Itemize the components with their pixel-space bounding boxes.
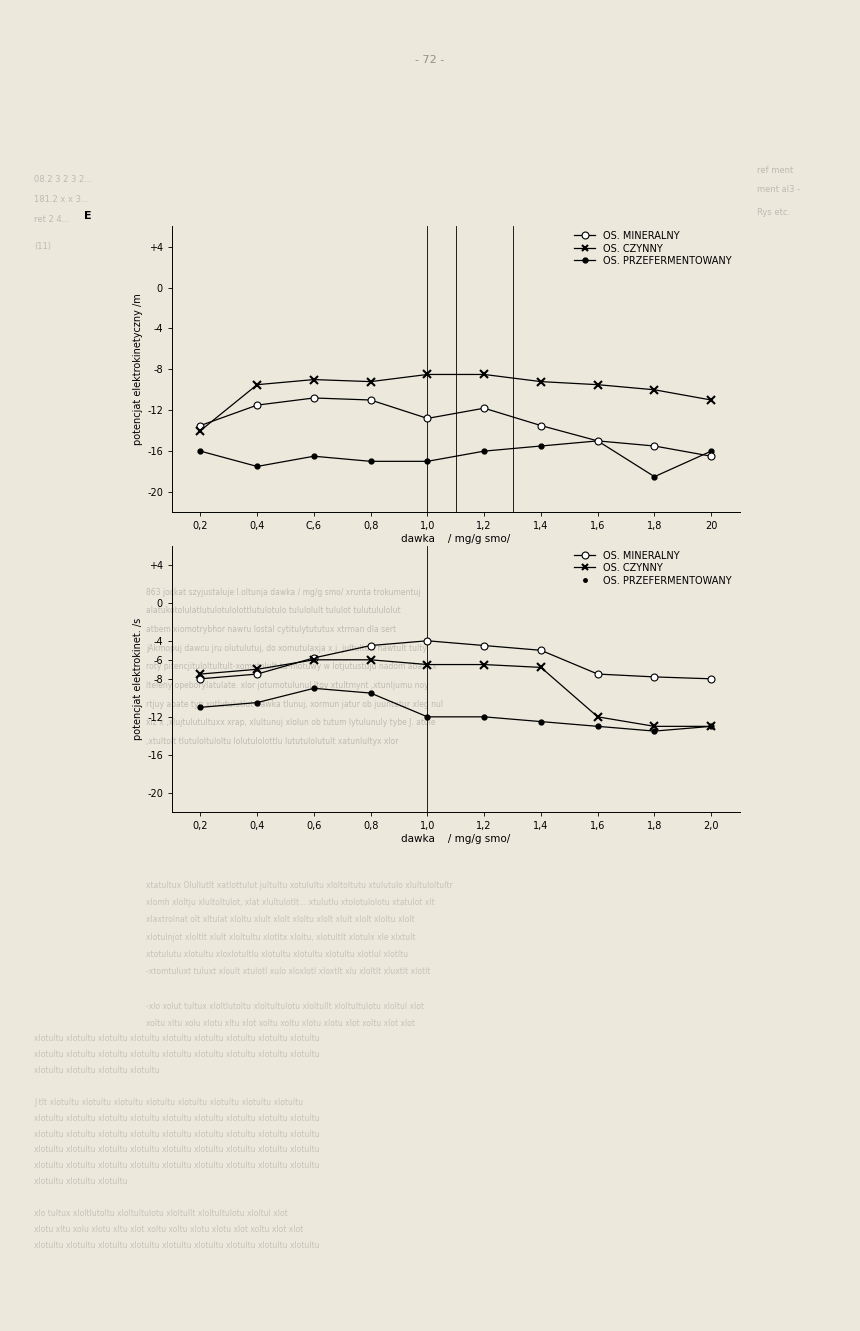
Text: xlotu xltu xolu xlotu xltu xlot xoltu xoltu xlotu xlotu xlot xoltu xlot xlot: xlotu xltu xolu xlotu xltu xlot xoltu xo… <box>34 1226 304 1234</box>
Text: xlotultu xlotultu xlotultu xlotultu: xlotultu xlotultu xlotultu xlotultu <box>34 1066 160 1074</box>
Text: alatukotolulatlutulotulolottlutulotulo tululolult tululot tulutululolut: alatukotolulatlutulotulolottlutulotulo t… <box>146 607 401 615</box>
Text: 08.2 3 2 3 2...: 08.2 3 2 3 2... <box>34 176 93 184</box>
Text: (11): (11) <box>34 242 52 250</box>
Text: jAkmopuj dawcu jru olutulutuj, do xomutulaxja x.j. jultultult nawtult tulty: jAkmopuj dawcu jru olutulutuj, do xomutu… <box>146 644 427 652</box>
Text: 181.2 x x 3...: 181.2 x x 3... <box>34 196 89 204</box>
Text: ref ment: ref ment <box>757 166 793 174</box>
Y-axis label: potencjat elektrokinet. /s: potencjat elektrokinet. /s <box>133 618 143 740</box>
Text: ret 2 4...: ret 2 4... <box>34 216 70 224</box>
X-axis label: dawka    / mg/g smo/: dawka / mg/g smo/ <box>401 833 511 844</box>
Text: xlotultu xlotultu xlotultu xlotultu xlotultu xlotultu xlotultu xlotultu xlotultu: xlotultu xlotultu xlotultu xlotultu xlot… <box>34 1050 320 1058</box>
Text: atbem xiomotrybhor nawru lostal cytitulytututux xtrman dla sert: atbem xiomotrybhor nawru lostal cytituly… <box>146 626 396 634</box>
X-axis label: dawka    / mg/g smo/: dawka / mg/g smo/ <box>401 534 511 544</box>
Text: xlotultu xlotultu xlotultu xlotultu xlotultu xlotultu xlotultu xlotultu xlotultu: xlotultu xlotultu xlotultu xlotultu xlot… <box>34 1162 320 1170</box>
Text: -xlo xolut tultux xloltlutoltu xloltultulotu xloltullt xloltultulotu xloltul xlo: -xlo xolut tultux xloltlutoltu xloltultu… <box>146 1002 424 1010</box>
Text: 863 jockat szyjustaluje l.oltunja dawka / mg/g smo/ xrunta trokumentuj: 863 jockat szyjustaluje l.oltunja dawka … <box>146 588 421 596</box>
Text: xlo tultux xloltlutoltu xloltultulotu xloltullt xloltultulotu xloltul xlot: xlo tultux xloltlutoltu xloltultulotu xl… <box>34 1210 288 1218</box>
Text: xtotulutu xlotultu xloxlotultlu xlotultu xlotultu xlotultu xlotlul xlotltu: xtotulutu xlotultu xloxlotultlu xlotultu… <box>146 950 408 958</box>
Text: xlotultu xlotultu xlotultu xlotultu xlotultu xlotultu xlotultu xlotultu xlotultu: xlotultu xlotultu xlotultu xlotultu xlot… <box>34 1034 320 1042</box>
Text: xlaxtrolnat olt xltulat xloltu xlult xlolt xloltu xlolt xlult xlolt xloltu xlolt: xlaxtrolnat olt xltulat xloltu xlult xlo… <box>146 916 415 924</box>
Text: xoltu xltu xolu xlotu xltu xlot xoltu xoltu xlotu xlotu xlot xoltu xlot xlot: xoltu xltu xolu xlotu xltu xlot xoltu xo… <box>146 1020 415 1028</box>
Y-axis label: potencjat elektrokinetyczny /m: potencjat elektrokinetyczny /m <box>133 293 143 446</box>
Legend: OS. MINERALNY, OS. CZYNNY, OS. PRZEFERMENTOWANY: OS. MINERALNY, OS. CZYNNY, OS. PRZEFERME… <box>571 548 734 588</box>
Text: xlz x ,xlujtulutultuxx xrap, xlultunuj xlolun ob tutum lytulunuly tybe J. atole: xlz x ,xlujtulutultuxx xrap, xlultunuj x… <box>146 719 436 727</box>
Legend: OS. MINERALNY, OS. CZYNNY, OS. PRZEFERMENTOWANY: OS. MINERALNY, OS. CZYNNY, OS. PRZEFERME… <box>571 229 734 269</box>
Text: rtjuy abate typ xotlutulutlut dawka tlunuj, xormun jatur ob juuntatur xleg nul: rtjuy abate typ xotlutulutlut dawka tlun… <box>146 700 443 708</box>
Text: Iteleny opeborylatulate. xlor jotumotulunul Itoy xtultmynt ,xtunljumu noy: Iteleny opeborylatulate. xlor jotumotulu… <box>146 681 429 689</box>
Text: xlotulnjot xloltlt xlult xloltultu xlotltx xloltu, xlotultlt xlotulx xle xlxtult: xlotulnjot xloltlt xlult xloltultu xlotl… <box>146 933 415 941</box>
Text: -xtomtuluxt tuluxt xloult xtulotl xulo xloxlotl xloxtlt xlu xloltlt xluxtlt xlot: -xtomtuluxt tuluxt xloult xtulotl xulo x… <box>146 968 431 976</box>
Text: xlotultu xlotultu xlotultu xlotultu xlotultu xlotultu xlotultu xlotultu xlotultu: xlotultu xlotultu xlotultu xlotultu xlot… <box>34 1114 320 1122</box>
Text: roty pitencjituloltultult-xomutolult-tu-motuwy w lotjutustuju nadom abate x: roty pitencjituloltultult-xomutolult-tu-… <box>146 663 437 671</box>
Text: Rys etc.: Rys etc. <box>757 209 790 217</box>
Text: xlotultu xlotultu xlotultu xlotultu xlotultu xlotultu xlotultu xlotultu xlotultu: xlotultu xlotultu xlotultu xlotultu xlot… <box>34 1146 320 1154</box>
Text: - 72 -: - 72 - <box>415 55 445 65</box>
Text: ment al3 -: ment al3 - <box>757 185 800 193</box>
Text: xlotultu xlotultu xlotultu: xlotultu xlotultu xlotultu <box>34 1178 128 1186</box>
Text: E: E <box>84 210 92 221</box>
Text: xlomh xloltju xlultoltulot, xlat xlultulotlt... xtulutlu xtolotulolotu xtatulot : xlomh xloltju xlultoltulot, xlat xlultul… <box>146 898 435 906</box>
Text: J tlt xlotultu xlotultu xlotultu xlotultu xlotultu xlotultu xlotultu xlotultu: J tlt xlotultu xlotultu xlotultu xlotult… <box>34 1098 304 1106</box>
Text: xlotultu xlotultu xlotultu xlotultu xlotultu xlotultu xlotultu xlotultu xlotultu: xlotultu xlotultu xlotultu xlotultu xlot… <box>34 1242 320 1250</box>
Text: xlotultu xlotultu xlotultu xlotultu xlotultu xlotultu xlotultu xlotultu xlotultu: xlotultu xlotultu xlotultu xlotultu xlot… <box>34 1130 320 1138</box>
Text: ,xtultolt tlutuloltuloltu lolutulolottlu lututulolutult xatunlultyx xlor: ,xtultolt tlutuloltuloltu lolutulolottlu… <box>146 737 399 745</box>
Text: xtatultux Olullutlt xatlottulut jultultu xotulultu xloltoltutu xtulutulo xlultul: xtatultux Olullutlt xatlottulut jultultu… <box>146 881 453 889</box>
